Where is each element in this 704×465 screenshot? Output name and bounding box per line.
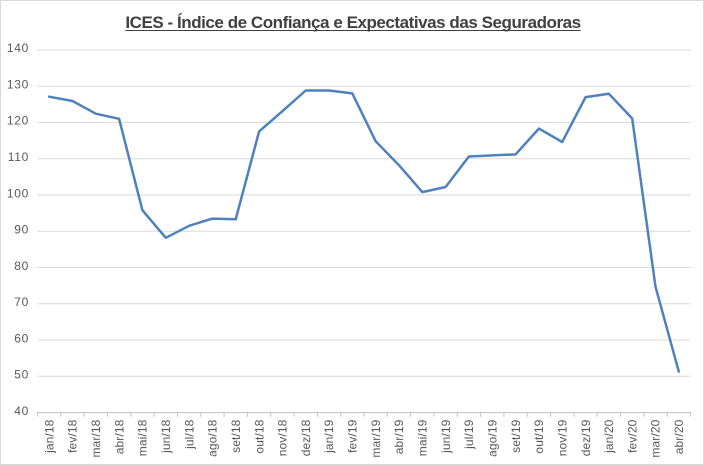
svg-text:fev/20: fev/20: [625, 419, 639, 453]
svg-text:abr/18: abr/18: [112, 419, 126, 454]
svg-text:120: 120: [7, 114, 29, 128]
svg-text:fev/19: fev/19: [346, 419, 360, 453]
svg-text:nov/18: nov/18: [276, 419, 290, 456]
svg-text:fev/18: fev/18: [66, 419, 80, 453]
svg-text:jun/19: jun/19: [439, 419, 453, 454]
svg-text:jan/18: jan/18: [42, 419, 56, 454]
svg-text:140: 140: [7, 41, 29, 55]
svg-text:out/18: out/18: [252, 419, 266, 453]
svg-text:110: 110: [8, 150, 29, 164]
svg-text:100: 100: [7, 186, 29, 200]
svg-text:80: 80: [14, 259, 29, 273]
svg-text:mar/18: mar/18: [89, 419, 103, 457]
svg-text:abr/20: abr/20: [672, 419, 686, 454]
svg-text:nov/19: nov/19: [555, 419, 569, 456]
svg-text:set/19: set/19: [509, 419, 523, 453]
svg-text:jul/19: jul/19: [462, 419, 476, 450]
svg-text:mai/18: mai/18: [136, 419, 150, 456]
svg-text:out/19: out/19: [532, 419, 546, 453]
svg-text:jan/20: jan/20: [602, 419, 616, 454]
svg-text:50: 50: [14, 368, 29, 382]
svg-text:130: 130: [7, 78, 29, 92]
svg-text:70: 70: [14, 295, 29, 309]
svg-text:ago/19: ago/19: [486, 419, 500, 457]
svg-text:dez/19: dez/19: [579, 419, 593, 456]
svg-text:mar/20: mar/20: [649, 419, 663, 457]
svg-text:60: 60: [14, 331, 29, 345]
svg-text:mar/19: mar/19: [369, 419, 383, 457]
svg-text:jul/18: jul/18: [182, 419, 196, 450]
svg-text:jan/19: jan/19: [322, 419, 336, 454]
svg-text:jun/18: jun/18: [159, 419, 173, 454]
svg-text:mai/19: mai/19: [416, 419, 430, 456]
svg-text:abr/19: abr/19: [392, 419, 406, 454]
svg-text:40: 40: [14, 404, 29, 418]
svg-text:ago/18: ago/18: [206, 419, 220, 457]
svg-text:set/18: set/18: [229, 419, 243, 453]
svg-text:dez/18: dez/18: [299, 419, 313, 456]
svg-text:90: 90: [14, 223, 29, 237]
